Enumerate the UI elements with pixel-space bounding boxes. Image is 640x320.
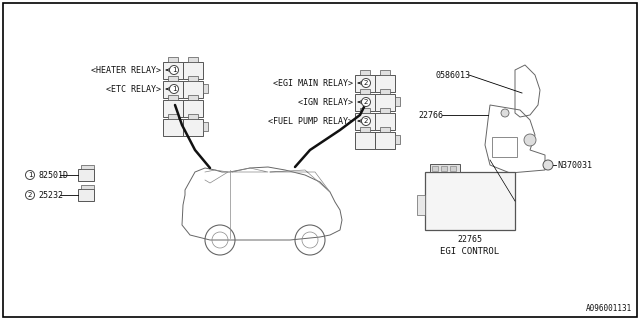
Bar [360, 89, 370, 94]
Bar [183, 100, 203, 117]
Bar [188, 76, 198, 81]
Text: 1: 1 [172, 67, 176, 73]
Bar [168, 95, 178, 100]
Bar [168, 114, 178, 119]
Bar [441, 166, 447, 171]
Text: A096001131: A096001131 [586, 304, 632, 313]
Bar [375, 94, 395, 111]
Circle shape [524, 134, 536, 146]
Text: 22765: 22765 [458, 236, 483, 244]
Bar [78, 189, 94, 201]
Bar [360, 127, 370, 132]
Bar [188, 57, 198, 62]
Bar [375, 132, 395, 149]
Text: 1: 1 [172, 86, 176, 92]
Bar [183, 119, 203, 136]
Circle shape [501, 109, 509, 117]
Bar [492, 137, 517, 157]
Bar [188, 95, 198, 100]
Bar [430, 164, 460, 172]
Bar [183, 62, 203, 79]
Bar [355, 75, 375, 92]
Bar [168, 57, 178, 62]
Bar [163, 119, 183, 136]
Bar [163, 81, 183, 98]
Bar [375, 113, 395, 130]
Text: 2: 2 [364, 80, 368, 86]
Bar [360, 70, 370, 75]
Circle shape [543, 160, 553, 170]
Bar [355, 113, 375, 130]
Bar [355, 132, 375, 149]
Bar [355, 94, 375, 111]
Bar [425, 172, 515, 230]
Bar [163, 100, 183, 117]
Bar [81, 185, 94, 189]
Circle shape [26, 171, 35, 180]
Bar [360, 108, 370, 113]
Bar [375, 75, 395, 92]
Circle shape [170, 84, 179, 93]
Text: 82501D: 82501D [38, 171, 68, 180]
Text: EGI CONTROL: EGI CONTROL [440, 246, 500, 255]
Text: 22766: 22766 [418, 110, 443, 119]
Bar [395, 97, 400, 106]
Bar [380, 70, 390, 75]
Text: 2: 2 [28, 192, 32, 198]
Text: 0586013: 0586013 [435, 70, 470, 79]
Bar [81, 165, 94, 169]
Bar [450, 166, 456, 171]
Text: <IGN RELAY>: <IGN RELAY> [298, 98, 353, 107]
Bar [380, 127, 390, 132]
Bar [395, 135, 400, 144]
Text: 2: 2 [364, 99, 368, 105]
Circle shape [362, 116, 371, 125]
Bar [168, 76, 178, 81]
Bar [417, 195, 425, 215]
Bar [203, 123, 208, 131]
Bar [188, 114, 198, 119]
Bar [380, 108, 390, 113]
Text: <EGI MAIN RELAY>: <EGI MAIN RELAY> [273, 78, 353, 87]
Bar [78, 169, 94, 181]
Text: 2: 2 [364, 118, 368, 124]
Text: <HEATER RELAY>: <HEATER RELAY> [91, 66, 161, 75]
Circle shape [362, 78, 371, 87]
Text: <ETC RELAY>: <ETC RELAY> [106, 84, 161, 93]
Circle shape [170, 66, 179, 75]
Circle shape [26, 190, 35, 199]
Bar [380, 89, 390, 94]
Circle shape [362, 98, 371, 107]
Bar [432, 166, 438, 171]
Bar [203, 84, 208, 93]
Bar [163, 62, 183, 79]
Bar [183, 81, 203, 98]
Text: 1: 1 [28, 172, 32, 178]
Text: <FUEL PUMP RELAY>: <FUEL PUMP RELAY> [268, 116, 353, 125]
Text: 25232: 25232 [38, 190, 63, 199]
Text: N370031: N370031 [557, 161, 592, 170]
